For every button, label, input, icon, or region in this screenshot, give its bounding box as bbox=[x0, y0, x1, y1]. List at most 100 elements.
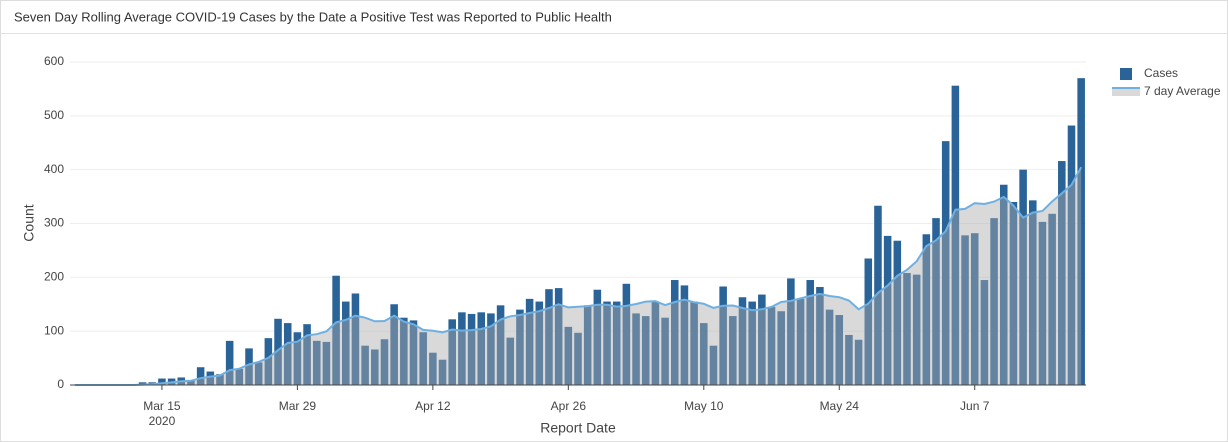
bar bbox=[371, 349, 379, 385]
bar bbox=[748, 301, 756, 385]
bar bbox=[816, 287, 824, 385]
bar bbox=[990, 218, 998, 385]
y-tick-label: 400 bbox=[44, 162, 64, 176]
bar bbox=[719, 286, 727, 385]
bar bbox=[777, 311, 785, 385]
bar bbox=[612, 301, 621, 385]
bar bbox=[825, 309, 834, 385]
bar bbox=[525, 298, 534, 385]
bar bbox=[487, 313, 495, 385]
bar bbox=[477, 312, 486, 385]
bar bbox=[903, 273, 911, 385]
legend-label: Cases bbox=[1144, 66, 1178, 80]
bar bbox=[999, 184, 1008, 385]
y-tick-label: 0 bbox=[57, 377, 64, 391]
bar bbox=[254, 362, 263, 385]
bar bbox=[564, 326, 573, 385]
bar bbox=[922, 234, 931, 385]
bar bbox=[970, 233, 979, 385]
bar bbox=[874, 205, 882, 385]
bar bbox=[361, 345, 369, 385]
bar bbox=[729, 316, 737, 385]
bar bbox=[235, 368, 244, 385]
bar bbox=[264, 338, 273, 385]
bar bbox=[661, 317, 669, 385]
bar bbox=[196, 367, 205, 385]
bar bbox=[690, 301, 698, 385]
y-axis-title: Count bbox=[21, 204, 37, 241]
bar bbox=[864, 258, 873, 385]
x-tick-label: Mar 15 2020 bbox=[143, 399, 181, 428]
bar bbox=[854, 339, 863, 385]
bar bbox=[535, 301, 544, 385]
x-axis-title: Report Date bbox=[540, 420, 616, 436]
bar bbox=[390, 304, 398, 385]
bar bbox=[429, 352, 437, 385]
bar bbox=[545, 289, 553, 385]
bar bbox=[796, 298, 805, 385]
x-tick-label: Apr 12 bbox=[415, 399, 451, 413]
x-tick-label: Mar 29 bbox=[279, 399, 317, 413]
bar bbox=[216, 374, 224, 385]
bar bbox=[274, 318, 282, 385]
bar bbox=[583, 305, 592, 385]
bar bbox=[806, 280, 815, 385]
bar bbox=[351, 293, 360, 385]
chart-title: Seven Day Rolling Average COVID-19 Cases… bbox=[14, 9, 612, 24]
bar bbox=[680, 285, 689, 385]
bar bbox=[516, 309, 524, 385]
bar bbox=[419, 332, 427, 385]
bar bbox=[506, 337, 515, 385]
bar bbox=[932, 218, 940, 385]
bar bbox=[380, 339, 389, 385]
bar bbox=[187, 380, 195, 385]
bar bbox=[603, 301, 611, 385]
bar bbox=[1058, 161, 1066, 385]
bar bbox=[1019, 169, 1027, 385]
bar bbox=[593, 289, 602, 385]
legend-swatch bbox=[1120, 68, 1132, 80]
bar bbox=[341, 301, 350, 385]
x-tick-label: May 10 bbox=[684, 399, 724, 413]
area-fill bbox=[74, 167, 1082, 385]
bar bbox=[622, 283, 631, 385]
bar bbox=[438, 359, 447, 385]
bar bbox=[293, 332, 302, 385]
legend-swatch bbox=[1112, 88, 1140, 96]
bar bbox=[312, 340, 321, 385]
bar bbox=[283, 323, 292, 385]
bar bbox=[322, 341, 331, 385]
bar bbox=[651, 301, 660, 385]
bar bbox=[458, 312, 466, 385]
x-tick-label: Apr 26 bbox=[551, 399, 587, 413]
bar bbox=[835, 315, 844, 385]
bar bbox=[632, 313, 640, 385]
bar bbox=[245, 348, 253, 385]
bar bbox=[670, 280, 679, 385]
bar bbox=[951, 85, 960, 385]
bar bbox=[641, 316, 650, 385]
bar bbox=[767, 306, 776, 385]
bar bbox=[225, 340, 234, 385]
x-tick-label: Jun 7 bbox=[960, 399, 990, 413]
y-tick-label: 100 bbox=[44, 323, 64, 337]
bar bbox=[980, 280, 989, 385]
bar bbox=[738, 297, 747, 385]
bar bbox=[554, 288, 563, 385]
bar bbox=[1048, 213, 1056, 385]
bar bbox=[758, 294, 766, 385]
bar bbox=[709, 345, 718, 385]
y-tick-label: 500 bbox=[44, 108, 64, 122]
bar bbox=[893, 240, 902, 385]
bar bbox=[1077, 78, 1085, 386]
bar bbox=[941, 141, 950, 385]
bar bbox=[496, 305, 505, 385]
average-line bbox=[74, 166, 1083, 386]
bar bbox=[303, 324, 311, 385]
bar bbox=[400, 317, 408, 385]
bar bbox=[158, 378, 166, 385]
bar bbox=[467, 313, 476, 385]
bar bbox=[1038, 221, 1047, 385]
